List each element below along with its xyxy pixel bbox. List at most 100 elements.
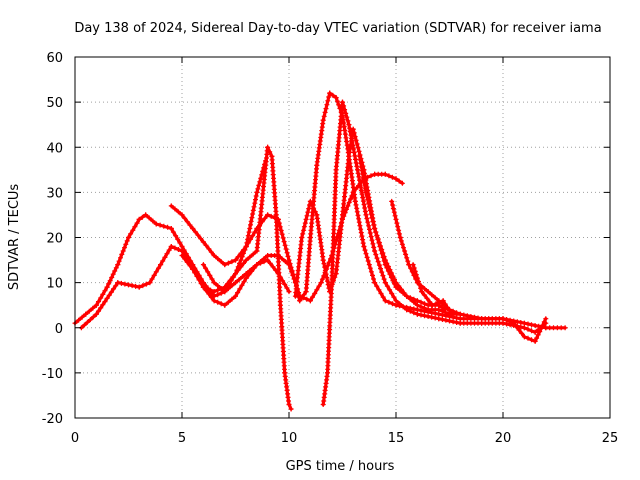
- data-point: [442, 301, 448, 307]
- data-point: [252, 200, 258, 206]
- data-point: [218, 301, 224, 307]
- data-point: [359, 159, 365, 165]
- data-point: [160, 258, 166, 264]
- y-tick-label: 20: [46, 232, 63, 247]
- data-point: [151, 272, 157, 278]
- data-point: [352, 198, 358, 204]
- data-point: [358, 188, 364, 194]
- data-point: [246, 229, 252, 235]
- data-point: [258, 175, 264, 181]
- data-point: [238, 264, 244, 270]
- data-point: [130, 227, 136, 233]
- data-point: [81, 322, 87, 328]
- data-point: [360, 163, 366, 169]
- data-point: [538, 325, 544, 331]
- data-point: [206, 291, 212, 297]
- data-point: [172, 245, 178, 251]
- data-point: [540, 322, 546, 328]
- data-point: [454, 310, 460, 316]
- data-point: [411, 265, 417, 271]
- data-point: [331, 278, 336, 284]
- data-point: [165, 224, 171, 230]
- data-point: [229, 259, 235, 265]
- data-point: [236, 277, 242, 283]
- data-point: [134, 220, 140, 226]
- data-point: [182, 215, 188, 221]
- data-point: [525, 335, 531, 341]
- data-point: [343, 110, 349, 116]
- data-point: [184, 259, 190, 265]
- data-point: [229, 296, 235, 302]
- data-point: [372, 280, 378, 286]
- data-point: [407, 308, 413, 314]
- series-track-6: [320, 99, 549, 407]
- series-line: [201, 91, 567, 330]
- data-point: [432, 295, 438, 301]
- data-point: [306, 206, 312, 212]
- data-point: [126, 282, 131, 288]
- data-point: [342, 107, 348, 113]
- data-point: [107, 278, 113, 284]
- data-point: [356, 148, 362, 154]
- data-point: [233, 271, 238, 277]
- data-point: [355, 145, 361, 151]
- data-point: [187, 222, 193, 228]
- data-point: [254, 262, 260, 268]
- data-point: [341, 103, 347, 109]
- data-point: [424, 295, 430, 301]
- data-point: [396, 178, 402, 184]
- data-point: [93, 311, 99, 317]
- data-point: [368, 269, 374, 275]
- data-point: [110, 271, 116, 277]
- data-point: [325, 98, 331, 104]
- data-point: [411, 310, 417, 316]
- series-layer: [72, 90, 568, 412]
- data-point: [363, 212, 369, 218]
- data-point: [243, 275, 249, 281]
- data-point: [369, 237, 375, 243]
- data-point: [395, 224, 401, 230]
- data-point: [362, 247, 368, 253]
- data-point: [198, 236, 204, 242]
- data-point: [111, 286, 116, 292]
- data-point: [364, 254, 370, 260]
- data-point: [222, 262, 228, 268]
- data-point: [286, 262, 292, 268]
- data-point: [289, 269, 295, 275]
- data-point: [211, 298, 217, 304]
- data-point: [230, 274, 236, 280]
- data-point: [98, 305, 104, 311]
- data-point: [256, 182, 262, 188]
- data-point: [182, 256, 188, 262]
- data-point: [200, 239, 206, 245]
- data-point: [391, 294, 397, 300]
- data-point: [532, 323, 538, 328]
- data-point: [268, 213, 274, 219]
- data-point: [204, 286, 210, 292]
- data-point: [211, 253, 217, 258]
- data-point: [450, 319, 456, 325]
- y-tick-label: 40: [46, 141, 63, 156]
- data-point: [382, 298, 388, 304]
- data-point: [422, 301, 427, 307]
- data-point: [389, 291, 395, 296]
- data-point: [196, 277, 202, 283]
- data-point: [265, 212, 271, 218]
- data-point: [279, 231, 285, 237]
- data-point: [312, 209, 318, 215]
- data-point: [287, 265, 293, 271]
- data-point: [93, 302, 99, 308]
- y-tick-label: 30: [46, 186, 63, 201]
- data-point: [136, 284, 142, 290]
- data-point: [86, 308, 92, 314]
- data-point: [265, 144, 271, 150]
- data-point: [532, 338, 538, 344]
- data-point: [301, 292, 307, 298]
- data-point: [255, 186, 261, 192]
- data-point: [250, 265, 256, 271]
- data-point: [211, 289, 217, 295]
- data-point: [275, 253, 281, 258]
- data-point: [222, 289, 228, 295]
- data-point: [215, 256, 221, 262]
- data-point: [129, 283, 135, 289]
